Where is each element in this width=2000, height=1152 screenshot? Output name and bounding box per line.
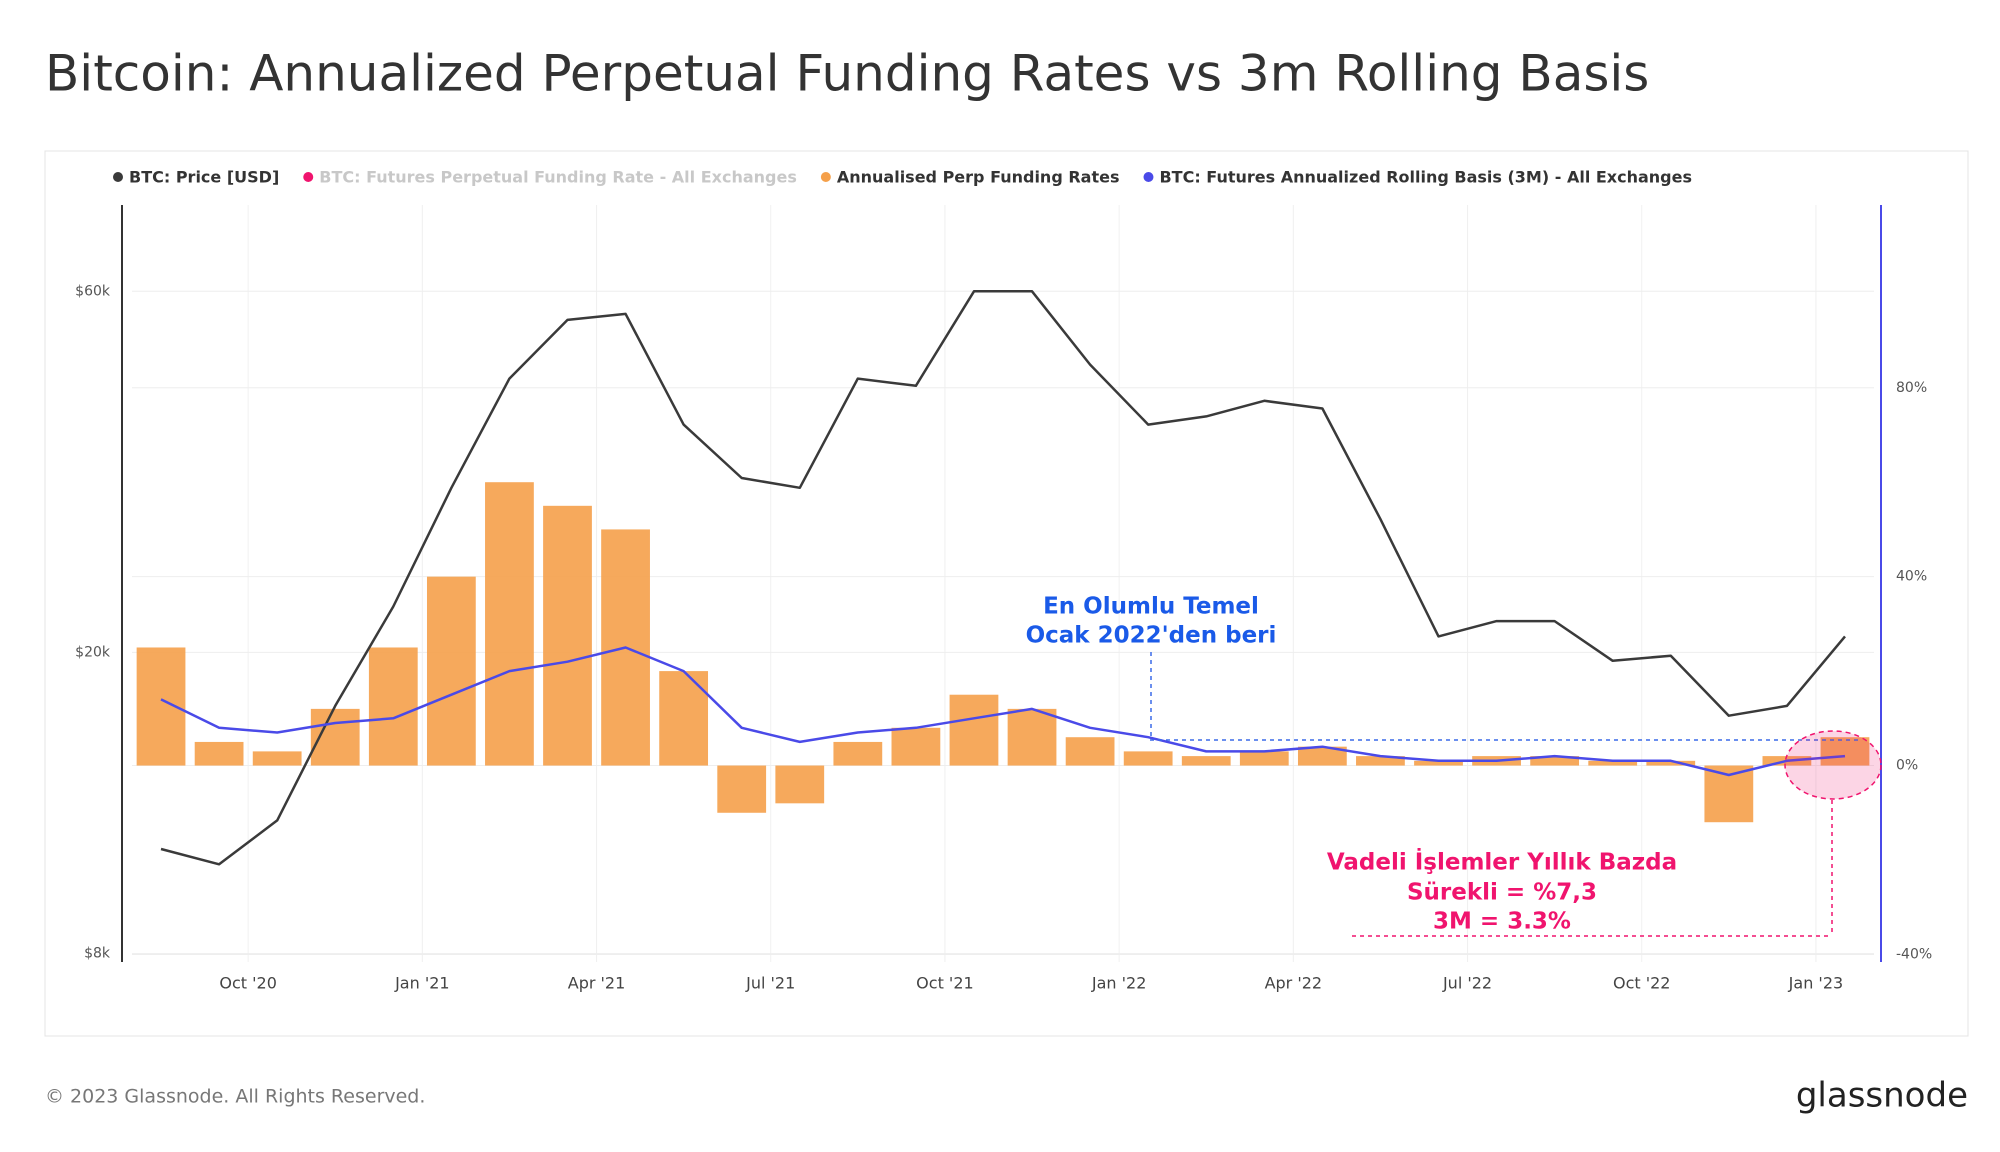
legend-marker <box>303 172 314 182</box>
chart-frame <box>44 150 1969 1037</box>
annotation: Vadeli İşlemler Yıllık Bazda <box>1327 848 1677 876</box>
legend-marker <box>820 172 831 182</box>
annotation: Ocak 2022'den beri <box>1026 623 1277 649</box>
x-tick-label: Jul '22 <box>1442 974 1492 993</box>
x-tick-label: Jan '21 <box>394 974 450 993</box>
funding-bar <box>543 505 592 766</box>
funding-bar <box>1646 760 1696 766</box>
funding-bar <box>833 741 883 766</box>
y-tick-label: $60k <box>75 283 111 299</box>
annotation: En Olumlu Temel <box>1043 594 1259 620</box>
funding-bar <box>1007 708 1057 766</box>
series-line <box>160 646 1846 777</box>
legend-label: BTC: Price [USD] <box>129 168 279 187</box>
funding-bar <box>775 765 825 804</box>
funding-bar <box>485 482 534 766</box>
annotation: Sürekli = %7,3 <box>1407 880 1597 906</box>
funding-bar <box>659 671 709 766</box>
series-line <box>160 290 1846 866</box>
funding-bar <box>252 751 302 766</box>
funding-bar <box>368 647 418 766</box>
x-tick-label: Apr '21 <box>568 974 626 993</box>
legend-label: BTC: Futures Annualized Rolling Basis (3… <box>1159 168 1692 187</box>
funding-bar <box>194 741 244 766</box>
funding-bar <box>1181 756 1231 766</box>
funding-bar <box>1530 756 1580 766</box>
plot-area <box>132 205 1874 962</box>
funding-bar <box>1820 737 1870 766</box>
x-tick-label: Oct '22 <box>1613 974 1671 993</box>
y2-tick-label: 0% <box>1896 758 1918 774</box>
legend-label: BTC: Futures Perpetual Funding Rate - Al… <box>319 168 797 187</box>
y2-tick-label: 40% <box>1896 569 1927 585</box>
funding-bar <box>426 576 476 766</box>
x-tick-label: Oct '20 <box>219 974 277 993</box>
funding-bar <box>949 694 999 766</box>
funding-bar <box>1588 760 1638 766</box>
brand-logo: glassnode <box>1796 1076 1968 1116</box>
funding-bar <box>1123 751 1173 766</box>
legend-label: Annualised Perp Funding Rates <box>837 168 1120 187</box>
x-tick-label: Oct '21 <box>916 974 974 993</box>
x-tick-label: Jul '21 <box>745 974 795 993</box>
funding-bar <box>1414 760 1463 766</box>
x-tick-label: Jan '22 <box>1091 974 1147 993</box>
funding-bar <box>1297 746 1347 766</box>
x-tick-label: Apr '22 <box>1265 974 1323 993</box>
legend: BTC: Price [USD] BTC: Futures Perpetual F… <box>113 168 1692 187</box>
y-tick-label: $20k <box>75 644 111 660</box>
y2-tick-label: -40% <box>1896 946 1932 962</box>
footer: © 2023 Glassnode. All Rights Reserved. <box>45 1086 425 1108</box>
annotation: 3M = 3.3% <box>1433 909 1571 935</box>
funding-bar <box>1239 751 1289 766</box>
funding-bar <box>891 727 941 766</box>
x-tick-label: Jan '23 <box>1788 974 1844 993</box>
chart-title: Bitcoin: Annualized Perpetual Funding Ra… <box>45 45 1649 103</box>
highlight-ellipse <box>1784 730 1882 800</box>
y-tick-label: $8k <box>84 946 111 962</box>
legend-marker <box>1143 172 1154 182</box>
funding-bar <box>717 765 767 813</box>
y2-tick-label: 80% <box>1896 380 1927 396</box>
funding-bar <box>1065 737 1115 766</box>
legend-marker <box>113 172 123 182</box>
funding-bar <box>1356 756 1405 766</box>
